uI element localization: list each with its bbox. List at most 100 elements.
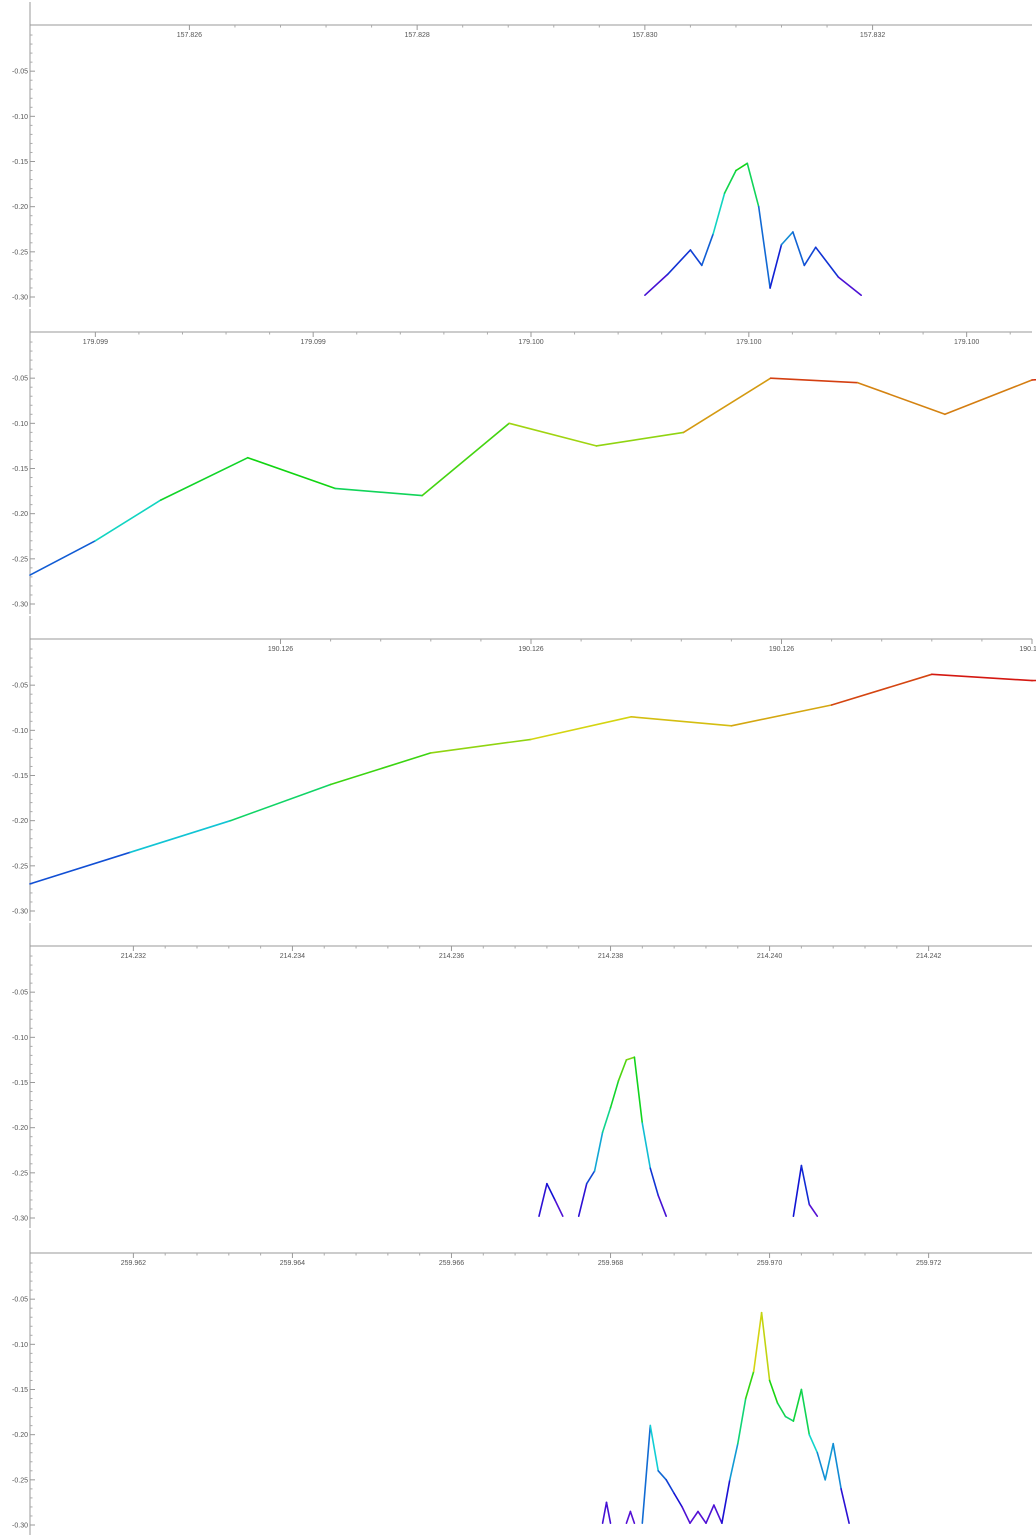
series-segment — [546, 1182, 556, 1201]
series-segment — [713, 1504, 723, 1524]
x-tick-label: 214.232 — [121, 953, 146, 960]
series-segment — [856, 381, 946, 416]
series-segment — [229, 783, 332, 822]
series-segment — [554, 1199, 564, 1217]
series-segment — [944, 379, 1033, 416]
series-segment — [644, 273, 669, 297]
y-tick-label: -0.05 — [12, 69, 28, 76]
y-tick-label: -0.30 — [12, 1216, 28, 1223]
series-segment — [508, 422, 598, 447]
x-tick-label: 259.962 — [121, 1260, 146, 1267]
x-tick-label: 259.966 — [439, 1260, 464, 1267]
series-segment — [689, 1510, 699, 1524]
series-segment — [776, 1402, 787, 1418]
x-tick-label: 214.240 — [757, 953, 782, 960]
series-segment — [814, 246, 840, 278]
series-segment — [792, 231, 806, 267]
series-segment — [689, 249, 703, 267]
series-segment — [129, 819, 232, 854]
x-tick-label: 157.826 — [177, 32, 202, 39]
x-tick-label: 214.242 — [916, 953, 941, 960]
series-segment — [329, 752, 432, 786]
series-segment — [609, 1079, 620, 1109]
series-segment — [930, 673, 1033, 682]
series-segment — [681, 1506, 691, 1524]
y-tick-label: -0.15 — [12, 1387, 28, 1394]
x-tick-label: 190.126 — [268, 646, 293, 653]
series-segment — [657, 1194, 668, 1217]
y-tick-label: -0.15 — [12, 159, 28, 166]
series-segment — [666, 249, 692, 276]
chart-panel-4: 214.232 214.234 214.236 214.238 214.240 214.2… — [12, 923, 1032, 1228]
series-segment — [735, 162, 749, 172]
chart-panel-5: 259.962 259.964 259.966 259.968 259.970 259.9… — [12, 1230, 1032, 1535]
series-segment — [808, 1203, 819, 1217]
y-tick-label: -0.20 — [12, 204, 28, 211]
series-segment — [682, 377, 772, 434]
y-tick-label: -0.10 — [12, 421, 28, 428]
series-segment — [247, 456, 336, 490]
series-segment — [595, 431, 685, 447]
y-tick-label: -0.15 — [12, 466, 28, 473]
series-segment — [605, 1501, 612, 1524]
y-tick-label: -0.25 — [12, 1170, 28, 1177]
series-segment — [769, 243, 783, 289]
series-segment — [824, 1442, 835, 1481]
series-segment — [630, 715, 733, 727]
series-segment — [837, 276, 863, 297]
series-segment — [752, 1311, 763, 1373]
series-segment — [723, 169, 737, 194]
series-segment — [697, 1510, 707, 1524]
chart-panel-2: 179.099 179.099 179.100 179.100 179.100 -0.05… — [12, 309, 1036, 614]
x-tick-label: 190.127 — [1019, 646, 1036, 653]
series-segment — [808, 1433, 819, 1454]
x-tick-label: 179.100 — [518, 339, 543, 346]
series-segment — [769, 377, 859, 384]
x-tick-label: 259.970 — [757, 1260, 782, 1267]
series-1 — [29, 673, 1036, 885]
series-segment — [625, 1056, 636, 1061]
y-tick-label: -0.10 — [12, 728, 28, 735]
y-tick-label: -0.30 — [12, 602, 28, 609]
series-segment — [712, 192, 726, 235]
series-segment — [421, 422, 511, 497]
chart-panel-3: 190.126 190.126 190.126 190.127 -0.05 -0.10 -0… — [12, 616, 1036, 921]
series-segment — [633, 1056, 644, 1124]
series-segment — [673, 1492, 683, 1508]
series-segment — [629, 1510, 636, 1524]
series-segment — [803, 246, 817, 267]
y-tick-label: -0.20 — [12, 1432, 28, 1439]
series-segment — [538, 1182, 548, 1217]
series-segment — [657, 1470, 668, 1481]
y-tick-label: -0.30 — [12, 295, 28, 302]
series-segment — [792, 1388, 803, 1422]
series-segment — [792, 1164, 803, 1217]
series-segment — [832, 1442, 842, 1490]
x-tick-label: 259.972 — [916, 1260, 941, 1267]
y-tick-label: -0.05 — [12, 1297, 28, 1304]
series-segment — [625, 1510, 632, 1524]
series-segment — [800, 1164, 811, 1206]
series-segment — [159, 456, 249, 501]
series-segment — [94, 499, 162, 542]
series-segment — [700, 233, 715, 267]
series-2 — [625, 1510, 636, 1524]
series-segment — [617, 1059, 628, 1082]
series-segment — [649, 1167, 660, 1197]
y-tick-label: -0.30 — [12, 1523, 28, 1530]
series-segment — [744, 1370, 755, 1400]
series-segment — [760, 1311, 771, 1382]
series-segment — [29, 851, 131, 885]
chart-panel-1: 157.826 157.828 157.830 157.832 -0.05 -0.10 -0… — [12, 2, 1032, 307]
y-tick-label: -0.05 — [12, 990, 28, 997]
y-tick-label: -0.15 — [12, 773, 28, 780]
series-segment — [641, 1424, 652, 1524]
series-segment — [730, 704, 833, 727]
series-2 — [577, 1056, 668, 1217]
x-tick-label: 179.100 — [954, 339, 979, 346]
series-4 — [689, 1311, 850, 1524]
series-1 — [538, 1182, 564, 1217]
series-segment — [530, 715, 633, 741]
series-segment — [800, 1388, 811, 1436]
